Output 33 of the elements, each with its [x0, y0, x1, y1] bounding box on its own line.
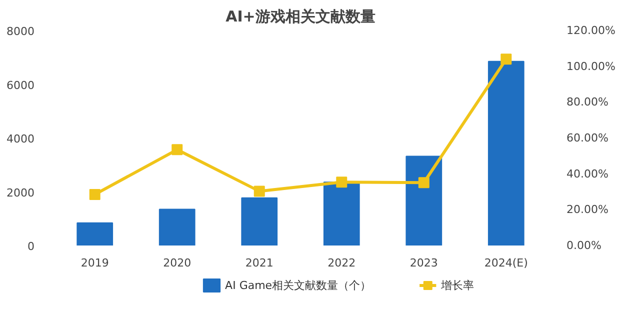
y2-tick-label: 120.00% — [566, 24, 616, 37]
y-tick-label: 8000 — [6, 25, 35, 38]
point — [418, 177, 430, 188]
y-tick-label: 6000 — [6, 78, 35, 92]
point — [89, 188, 100, 200]
bar — [76, 222, 114, 246]
point — [254, 186, 265, 197]
bar — [488, 60, 524, 246]
bar — [241, 197, 278, 246]
y2-tick-label: 80.00% — [566, 96, 608, 109]
y-tick-label: 2000 — [6, 186, 35, 200]
y2-tick-label: 0.00% — [566, 239, 602, 252]
legend-label: AI Game相关文献数量（个） — [225, 279, 372, 292]
x-tick-label: 2024(E) — [484, 256, 528, 270]
point — [500, 54, 512, 65]
y2-tick-label: 40.00% — [566, 167, 608, 180]
y2-tick-label: 100.00% — [566, 60, 616, 73]
y-tick-label: 0 — [28, 240, 34, 253]
bar — [406, 156, 442, 246]
x-tick-label: 2022 — [328, 256, 356, 270]
chart-title: AI+游戏相关文献数量 — [226, 8, 376, 26]
x-tick-label: 2020 — [163, 256, 192, 270]
point — [172, 144, 183, 156]
x-tick-label: 2021 — [245, 256, 274, 270]
point — [336, 176, 348, 188]
y2-tick-label: 20.00% — [566, 203, 608, 216]
y-tick-label: 4000 — [6, 132, 35, 146]
legend-label: 增长率 — [440, 279, 474, 292]
bar — [158, 208, 196, 246]
bar — [323, 182, 360, 246]
y2-tick-label: 60.00% — [566, 132, 608, 144]
x-tick-label: 2023 — [410, 256, 438, 270]
x-tick-label: 2019 — [80, 256, 109, 270]
